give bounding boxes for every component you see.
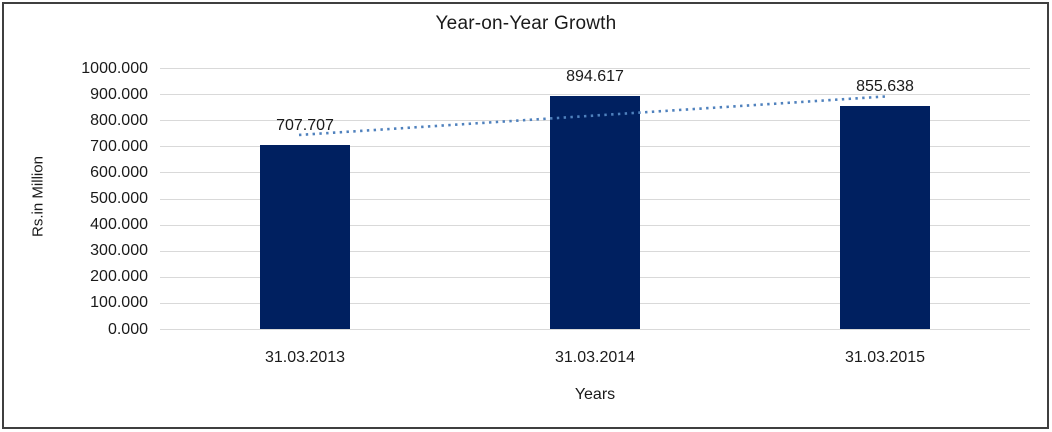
y-gridline <box>160 68 1030 69</box>
bar-31.03.2013 <box>260 144 350 330</box>
y-tick-label: 0.000 <box>107 320 148 338</box>
y-tick-label: 500.000 <box>90 190 148 207</box>
x-tick-label: 31.03.2014 <box>554 349 636 366</box>
y-axis-title: Rs.in Million <box>29 156 47 237</box>
bar-31.03.2014 <box>550 96 640 330</box>
bar-31.03.2015 <box>840 106 930 330</box>
y-tick-label: 400.000 <box>90 216 148 234</box>
y-gridline <box>160 94 1030 96</box>
y-tick-label: 100.000 <box>90 294 148 312</box>
bar-value-label: 707.707 <box>276 116 334 134</box>
y-tick-label: 600.000 <box>90 163 148 181</box>
x-tick-label: 31.03.2015 <box>844 349 926 366</box>
y-tick-label: 1000.000 <box>81 59 148 77</box>
y-tick-label: 800.000 <box>90 111 148 129</box>
chart-title: Year-on-Year Growth <box>435 13 617 34</box>
x-tick-label: 31.03.2013 <box>264 349 346 366</box>
y-gridline <box>160 329 1030 330</box>
y-tick-label: 200.000 <box>90 268 148 286</box>
y-tick-label: 700.000 <box>90 137 148 155</box>
y-tick-label: 300.000 <box>90 242 148 260</box>
y-tick-label: 900.000 <box>90 85 148 103</box>
bar-value-label: 855.638 <box>856 78 914 96</box>
bar-value-label: 894.617 <box>566 68 624 85</box>
x-axis-title: Years <box>574 386 616 403</box>
